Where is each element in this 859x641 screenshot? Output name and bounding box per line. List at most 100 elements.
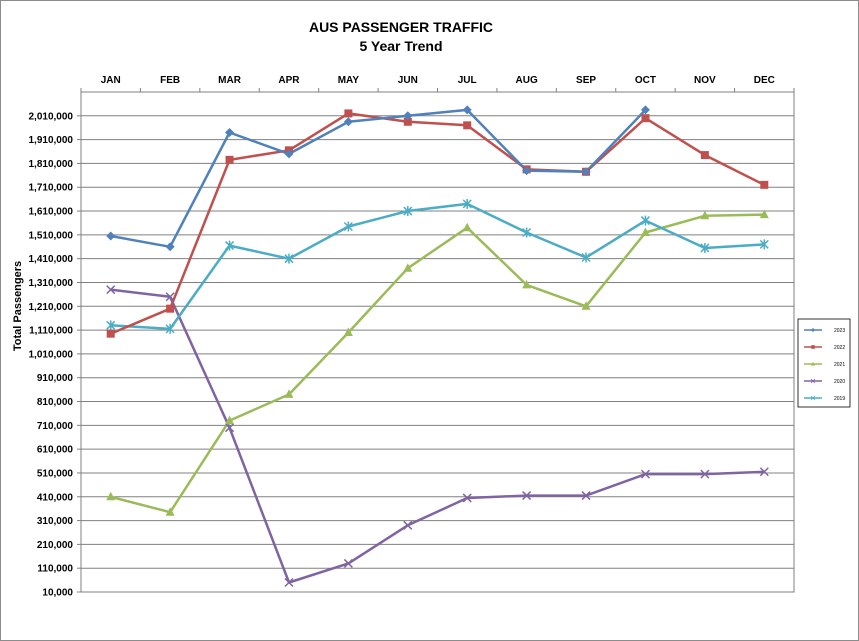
x-tick-label: FEB — [160, 75, 180, 86]
y-tick-label: 1,710,000 — [29, 183, 74, 194]
data-point — [760, 180, 769, 189]
y-tick-label: 410,000 — [37, 492, 74, 503]
data-point — [581, 167, 591, 177]
y-tick-label: 1,410,000 — [29, 254, 74, 265]
chart-subtitle: 5 Year Trend — [359, 38, 442, 54]
x-tick-label: JUN — [398, 75, 418, 86]
data-point — [522, 166, 532, 176]
x-tick-label: DEC — [754, 75, 775, 86]
data-point — [165, 507, 175, 516]
data-point — [522, 279, 532, 289]
data-point — [403, 111, 413, 121]
data-point — [462, 222, 472, 232]
y-tick-label: 710,000 — [37, 421, 74, 432]
y-tick-label: 510,000 — [37, 468, 74, 479]
x-tick-label: AUG — [516, 75, 538, 86]
legend-box — [797, 318, 851, 408]
y-tick-label: 110,000 — [37, 564, 73, 575]
chart-title: AUS PASSENGER TRAFFIC — [309, 19, 493, 35]
x-tick-label: JAN — [101, 75, 121, 86]
x-tick-label: JUL — [458, 75, 477, 86]
data-point — [462, 105, 472, 115]
series-line-2022 — [110, 112, 765, 335]
data-point — [640, 469, 650, 479]
y-tick-label: 1,610,000 — [29, 207, 74, 218]
data-point — [759, 209, 769, 219]
y-axis-title: Total Passengers — [12, 261, 24, 351]
data-point — [284, 389, 294, 398]
y-tick-label: 810,000 — [37, 397, 74, 408]
data-point — [106, 231, 116, 241]
data-point — [581, 301, 591, 310]
y-tick-label: 1,810,000 — [29, 159, 74, 170]
data-point — [640, 227, 650, 236]
data-point — [522, 491, 532, 501]
data-point — [700, 210, 710, 220]
data-point — [641, 114, 650, 123]
legend-label-2021: 2021 — [834, 362, 845, 368]
data-point — [106, 491, 116, 501]
data-point — [581, 252, 591, 263]
legend-marker — [810, 378, 816, 384]
y-tick-label: 1,910,000 — [29, 135, 74, 146]
data-point — [165, 242, 175, 252]
data-point — [225, 155, 234, 164]
data-point — [225, 127, 235, 137]
legend-label-2023: 2023 — [834, 328, 845, 334]
data-point — [225, 415, 235, 425]
data-point — [106, 329, 115, 338]
data-point — [165, 323, 175, 334]
data-point — [700, 469, 710, 479]
data-point — [759, 467, 769, 477]
series-line-2019 — [110, 202, 765, 331]
data-point — [166, 304, 175, 313]
plot-area: 10,000 110,000 210,000 310,000 410,000 510,00… — [29, 75, 851, 599]
y-tick-label: 310,000 — [37, 516, 74, 527]
data-point — [284, 149, 294, 159]
data-point — [284, 577, 294, 588]
legend-marker — [810, 395, 816, 401]
y-tick-label: 610,000 — [37, 445, 74, 456]
legend-marker — [811, 345, 815, 349]
x-tick-label: NOV — [694, 75, 716, 86]
data-point — [284, 253, 294, 264]
data-point — [403, 206, 413, 217]
x-tick-label: OCT — [635, 75, 656, 86]
data-point — [462, 198, 472, 209]
data-point — [343, 327, 353, 336]
y-tick-label: 1,310,000 — [29, 278, 74, 289]
x-tick-label: MAY — [338, 75, 360, 86]
data-point — [403, 263, 413, 272]
data-point — [165, 292, 175, 302]
data-point — [462, 493, 472, 503]
legend-label-2019: 2019 — [834, 396, 845, 402]
y-tick-label: 1,110,000 — [29, 326, 73, 337]
data-point — [640, 215, 650, 226]
data-point — [700, 242, 710, 253]
data-point — [759, 239, 769, 250]
data-point — [640, 105, 650, 115]
data-point — [106, 320, 116, 331]
series-line-2021 — [110, 213, 765, 514]
data-point — [403, 117, 412, 126]
data-point — [522, 227, 532, 238]
data-point — [225, 240, 235, 251]
y-tick-label: 1,510,000 — [29, 230, 74, 241]
data-point — [343, 221, 353, 232]
data-point — [344, 109, 353, 118]
legend-marker — [811, 361, 815, 366]
data-point — [343, 558, 353, 568]
series-line-2023 — [110, 108, 647, 249]
y-tick-label: 1,210,000 — [29, 302, 74, 313]
x-tick-label: SEP — [576, 75, 596, 86]
series-line-2020 — [110, 288, 765, 584]
y-tick-label: 1,010,000 — [29, 349, 74, 360]
data-point — [700, 151, 709, 160]
x-tick-label: APR — [278, 75, 300, 86]
legend-marker — [811, 328, 815, 332]
x-tick-label: MAR — [218, 75, 242, 86]
plot-border — [80, 91, 795, 593]
data-point — [225, 423, 235, 433]
